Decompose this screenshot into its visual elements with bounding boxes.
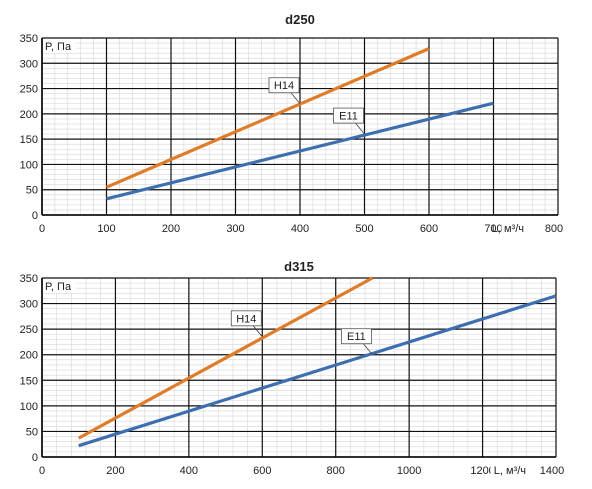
y-axis-label-background [43,279,76,293]
x-tick-label: 400 [291,223,309,235]
x-tick-label: 600 [420,223,438,235]
y-tick-label: 300 [20,299,38,311]
y-axis-label: P, Па [45,41,72,53]
series-line-h14 [105,47,430,189]
x-tick-label: 400 [180,465,198,477]
series-line-e11 [78,294,557,448]
x-tick-label: 200 [106,465,124,477]
y-tick-label: 50 [26,185,38,197]
y-tick-label: 150 [20,375,38,387]
series-label-box [268,77,300,94]
y-tick-label: 200 [20,350,38,362]
y-tick-label: 0 [32,452,38,464]
y-tick-label: 250 [20,84,38,96]
series-label-box [333,107,364,124]
y-tick-label: 0 [32,210,38,222]
y-tick-label: 150 [20,134,38,146]
chart-title: d250 [285,12,315,27]
y-tick-label: 100 [20,401,38,413]
x-tick-label: 100 [97,223,115,235]
x-tick-label: 800 [545,223,563,235]
series-line-h14 [77,276,374,440]
series-label-leader [363,343,373,355]
series-label-leader [252,325,263,338]
y-tick-label: 50 [26,426,38,438]
series-label: H14 [274,80,294,92]
series-label: H14 [236,313,256,325]
x-axis-label: L, м³/ч [492,223,524,235]
x-tick-label: 1200 [470,465,494,477]
series-label: E11 [347,331,366,343]
x-axis-label-background [501,220,525,236]
y-tick-label: 200 [20,109,38,121]
x-tick-label: 200 [162,223,180,235]
x-tick-label: 600 [253,465,271,477]
series-line-e11 [106,101,494,201]
y-tick-label: 350 [20,33,38,45]
y-axis-label-background [43,39,76,53]
series-label-box [341,328,372,345]
y-tick-label: 250 [20,324,38,336]
x-tick-label: 700 [484,223,502,235]
y-axis-label: P, Па [45,281,72,293]
x-tick-label: 500 [355,223,373,235]
x-axis-label: L, м³/ч [494,465,526,477]
x-tick-label: 1400 [540,465,564,477]
y-tick-label: 300 [20,58,38,70]
chart-title: d315 [284,259,314,274]
x-tick-label: 300 [226,223,244,235]
x-tick-label: 0 [39,465,45,477]
x-axis-label-background [490,462,527,478]
series-label-leader [290,92,301,104]
y-tick-label: 350 [20,273,38,285]
x-tick-label: 0 [39,223,45,235]
y-tick-label: 100 [20,159,38,171]
x-tick-label: 1000 [397,465,421,477]
series-label: E11 [339,111,358,123]
series-label-box [230,310,262,327]
x-tick-label: 800 [327,465,345,477]
series-label-leader [355,122,365,135]
